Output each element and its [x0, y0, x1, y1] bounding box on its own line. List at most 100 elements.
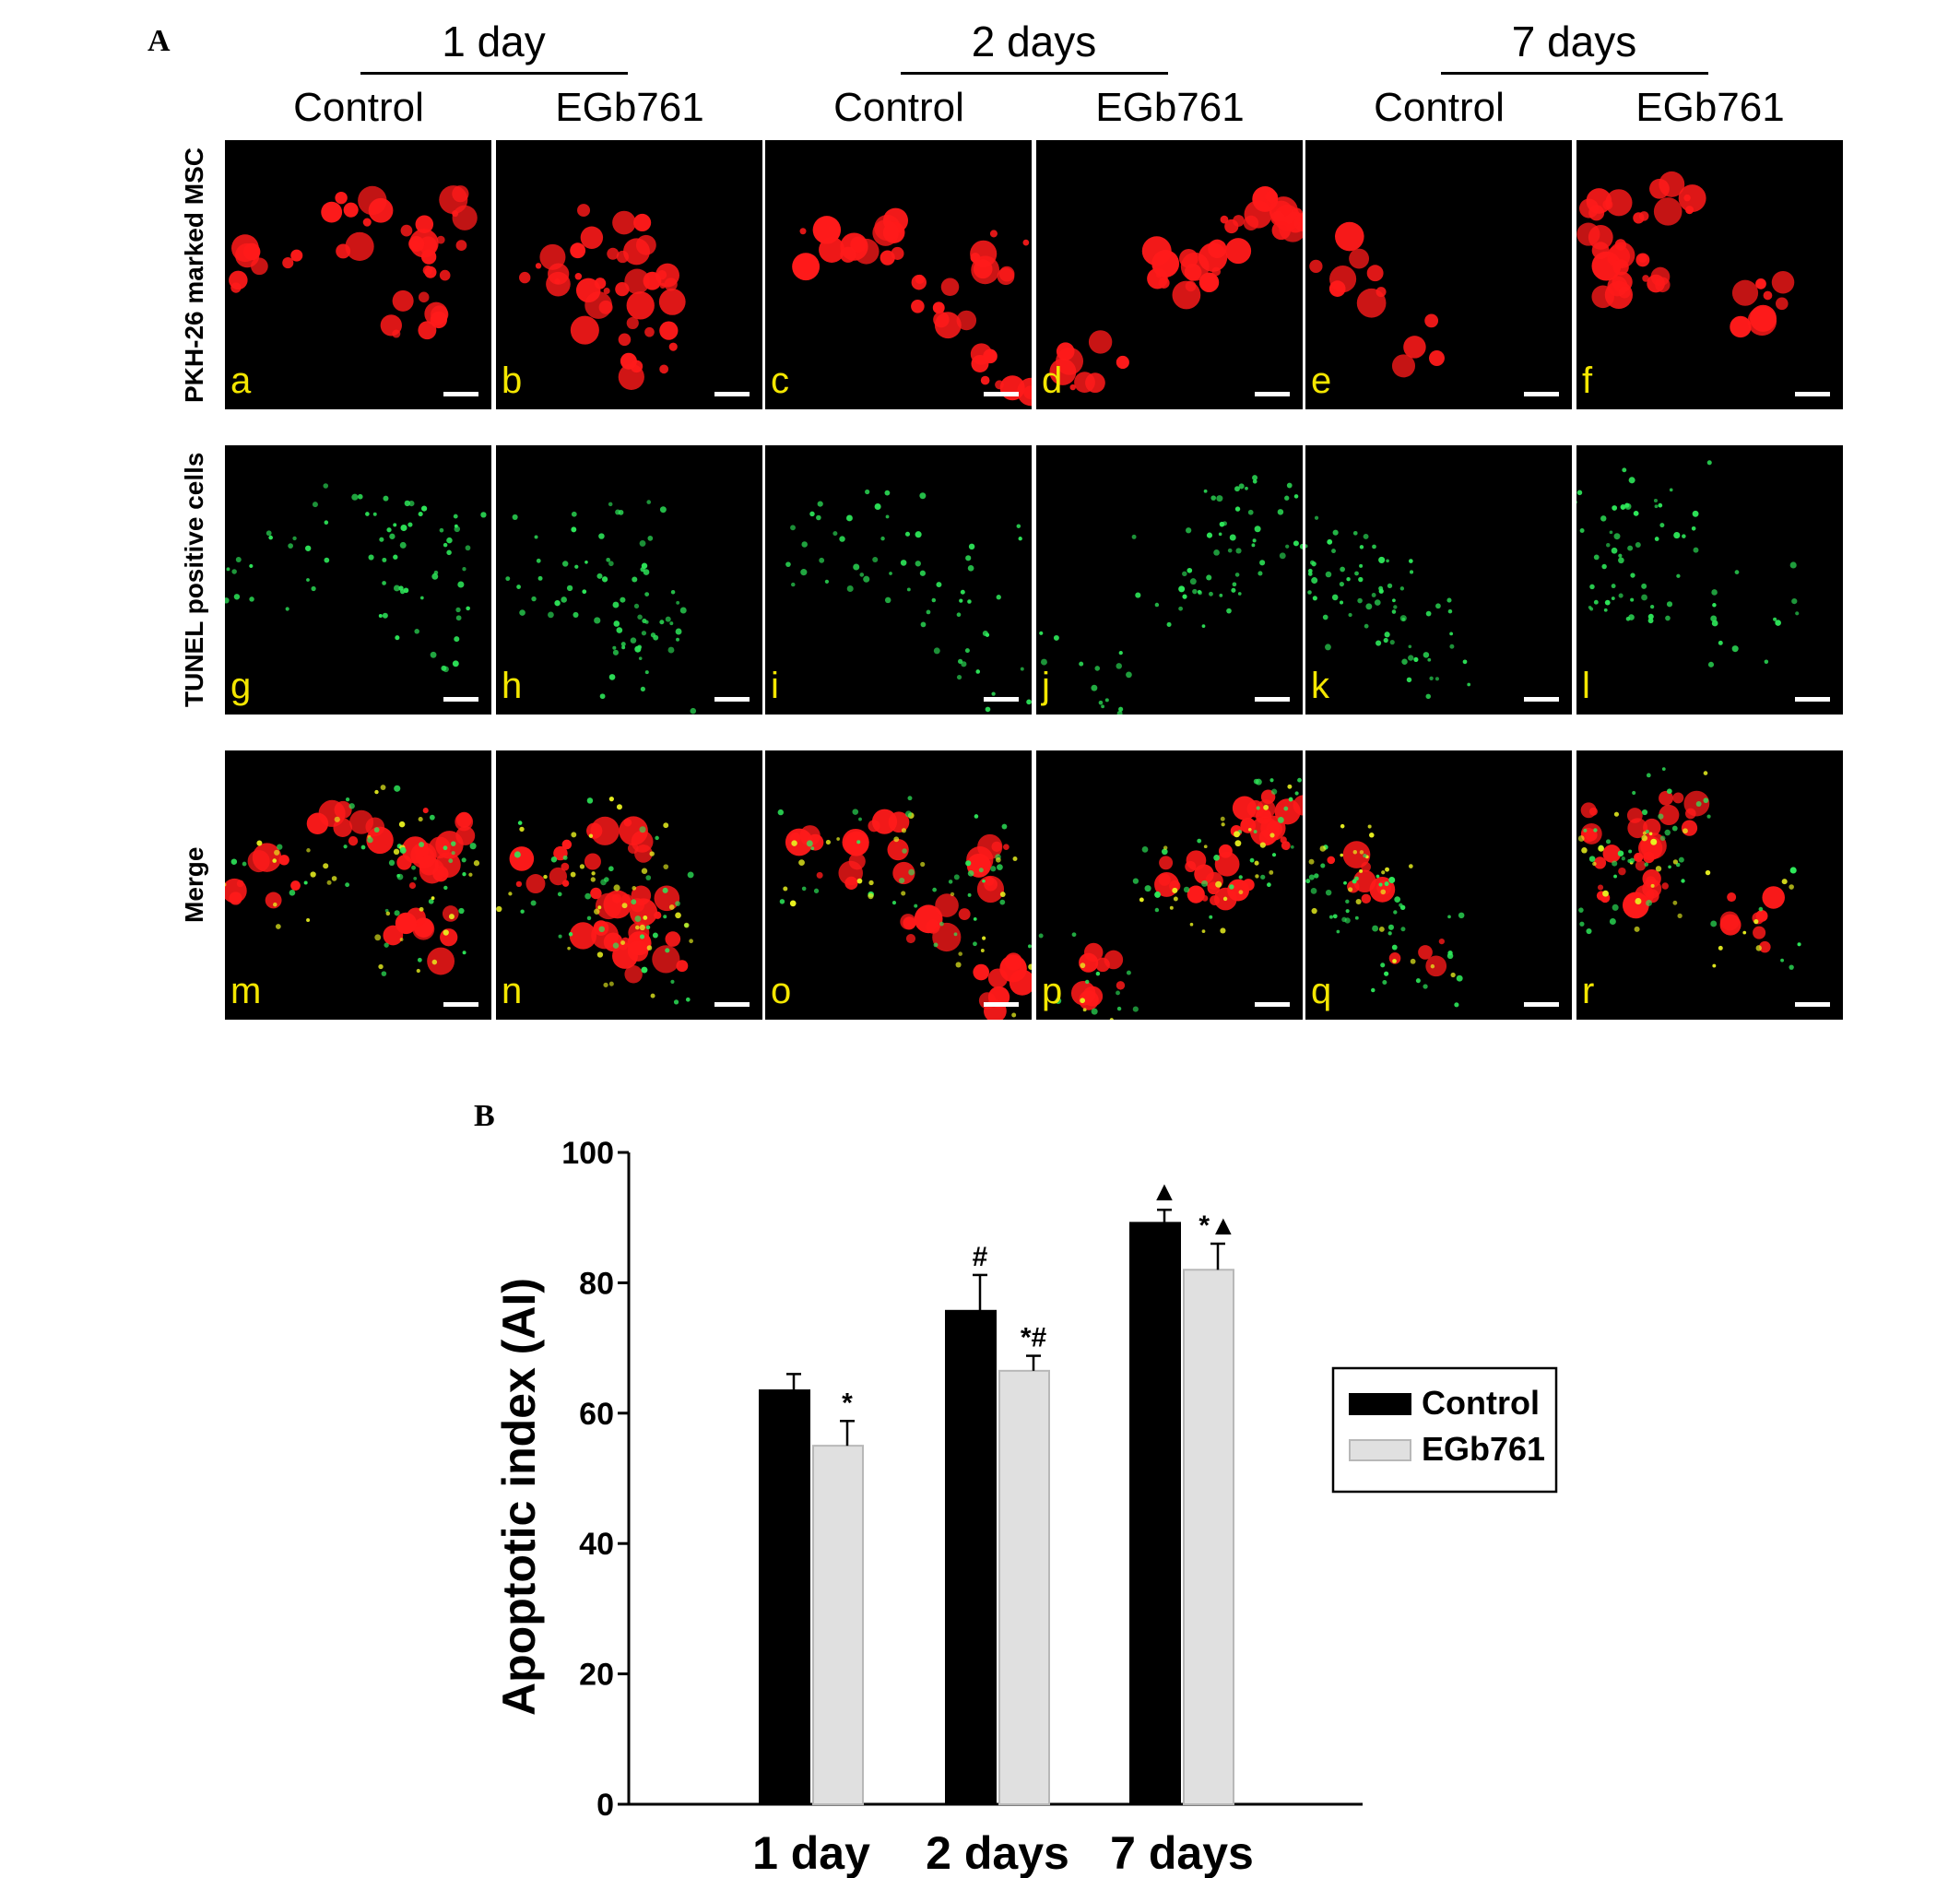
tile-letter: k: [1311, 666, 1329, 706]
micrograph-tile: n: [496, 750, 762, 1020]
scale-bar: [1795, 697, 1830, 702]
micrograph-tile: e: [1305, 140, 1572, 409]
scale-bar: [984, 392, 1019, 396]
tile-letter: c: [771, 360, 789, 401]
micrograph-tile: r: [1576, 750, 1843, 1020]
micrograph-tile: h: [496, 445, 762, 715]
stain-image: [505, 500, 697, 715]
stain-image: [1305, 515, 1471, 700]
tile-letter: b: [502, 360, 523, 401]
legend-label: Control: [1422, 1384, 1540, 1422]
y-tick-label: 0: [596, 1788, 614, 1823]
micrograph-tile: o: [765, 750, 1032, 1020]
tile-letter: l: [1582, 666, 1590, 706]
scale-bar: [443, 697, 478, 702]
scale-bar: [984, 697, 1019, 702]
y-axis-label: Apoptotic index (AI): [493, 1278, 545, 1716]
stain-image: [519, 204, 686, 390]
scale-bar: [1255, 1002, 1290, 1007]
scale-bar: [1795, 1002, 1830, 1007]
y-tick-label: 100: [561, 1136, 614, 1171]
stain-image: [1576, 171, 1795, 338]
column-label: Control: [833, 85, 964, 130]
tile-letter: h: [502, 666, 523, 706]
significance-mark: *#: [1021, 1323, 1047, 1353]
micrograph-tile: f: [1576, 140, 1843, 409]
tile-letter: r: [1582, 971, 1595, 1011]
column-label: EGb761: [1095, 85, 1245, 130]
scale-bar: [1524, 392, 1559, 396]
stain-image: [777, 796, 1032, 1020]
micrograph-tile: p: [1036, 750, 1303, 1020]
scale-bar: [984, 1002, 1019, 1007]
group-title: 7 days: [1511, 18, 1637, 65]
y-tick-label: 20: [579, 1658, 614, 1693]
micrograph-tile: c: [765, 140, 1032, 409]
column-label: EGb761: [1635, 85, 1785, 130]
panel-a-letter: A: [148, 24, 171, 58]
x-category-label: 1 day: [752, 1827, 870, 1878]
scale-bar: [443, 1002, 478, 1007]
panel-b-letter: B: [474, 1099, 495, 1133]
tile-letter: a: [230, 360, 252, 401]
legend-swatch: [1349, 1439, 1411, 1461]
group-underline: [900, 72, 1168, 75]
legend-swatch: [1349, 1393, 1411, 1415]
group-underline: [1440, 72, 1708, 75]
y-tick-label: 40: [579, 1527, 614, 1562]
scale-bar: [1255, 392, 1290, 396]
stain-image: [1576, 460, 1800, 667]
bar: [759, 1389, 810, 1806]
tile-letter: p: [1042, 971, 1063, 1011]
micrograph-tile: d: [1036, 140, 1303, 409]
micrograph-tile: q: [1305, 750, 1572, 1020]
scale-bar: [1795, 392, 1830, 396]
bar: [945, 1309, 997, 1805]
column-label: EGb761: [555, 85, 704, 130]
tile-letter: d: [1042, 360, 1063, 401]
tile-letter: g: [230, 666, 252, 706]
stain-image: [1309, 221, 1445, 378]
group-title: 2 days: [971, 18, 1097, 65]
stain-image: [229, 185, 478, 340]
micrograph-tile: k: [1305, 445, 1572, 715]
tile-letter: i: [771, 666, 779, 706]
stain-image: [225, 483, 487, 673]
significance-mark: *: [842, 1388, 853, 1418]
bar: [1129, 1222, 1181, 1805]
micrograph-tile: l: [1576, 445, 1843, 715]
stain-image: [785, 489, 1032, 713]
micrograph-tile: m: [225, 750, 491, 1020]
stain-image: [792, 207, 1032, 407]
micrograph-tile: b: [496, 140, 762, 409]
significance-mark: #: [973, 1242, 988, 1272]
stain-image: [225, 785, 480, 976]
micrograph-tile: j: [1036, 445, 1303, 715]
micrograph-tile: i: [765, 445, 1032, 715]
tile-letter: o: [771, 971, 792, 1011]
scale-bar: [1524, 1002, 1559, 1007]
scale-bar: [1524, 697, 1559, 702]
y-tick-label: 80: [579, 1266, 614, 1301]
legend-label: EGb761: [1422, 1430, 1545, 1468]
stain-image: [1577, 767, 1801, 970]
bar: [812, 1445, 864, 1806]
significance-mark: ▲: [1151, 1176, 1178, 1207]
stain-image: [1305, 823, 1465, 1008]
tile-letter: q: [1311, 971, 1332, 1011]
tile-letter: j: [1042, 666, 1050, 706]
tile-letter: m: [230, 971, 262, 1011]
column-label: Control: [1374, 85, 1505, 130]
significance-mark: *▲: [1198, 1211, 1236, 1241]
group-title: 1 day: [442, 18, 546, 65]
tile-letter: f: [1582, 360, 1593, 401]
legend-box: [1331, 1366, 1558, 1494]
y-tick-label: 60: [579, 1397, 614, 1432]
group-underline: [360, 72, 628, 75]
tile-letter: e: [1311, 360, 1332, 401]
column-label: Control: [293, 85, 424, 130]
micrograph-tile: g: [225, 445, 491, 715]
micrograph-tile: a: [225, 140, 491, 409]
bar: [1183, 1269, 1234, 1805]
